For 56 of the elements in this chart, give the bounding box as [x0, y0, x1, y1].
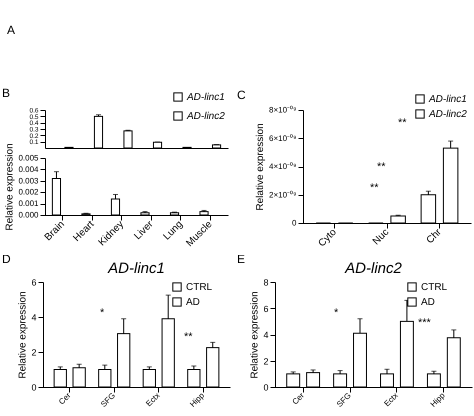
y-tick-label: 8: [263, 278, 268, 288]
x-tick-label: Cer: [57, 390, 73, 406]
annotation: ***: [418, 317, 432, 329]
y-axis-title: Relative expression: [255, 123, 266, 211]
y-axis-title: Relative expression: [4, 143, 16, 231]
annotation: *: [334, 307, 339, 319]
y-tick-label: 4: [31, 312, 36, 322]
x-tick-label: SFG: [334, 390, 353, 409]
y-tick-label: 2×10⁻⁰⁹: [269, 190, 296, 200]
y-tick-label: 0: [31, 382, 36, 392]
y-tick-label: 6×10⁻⁰⁹: [269, 134, 296, 143]
y-tick-label: 0.000: [18, 210, 40, 220]
x-tick-label: Nuc: [370, 226, 392, 248]
text: A: [7, 23, 16, 37]
y-tick-label: 2: [31, 348, 36, 358]
y-tick-label: 6: [263, 304, 268, 314]
y-tick-label: 0.005: [18, 154, 40, 162]
annotation: **: [370, 182, 380, 194]
text: B: [2, 86, 10, 100]
legend-label: CTRL: [186, 282, 213, 293]
annotation: **: [377, 161, 386, 173]
y-tick-label: 0.003: [18, 176, 40, 186]
text: E: [237, 252, 246, 266]
x-tick-label: Hipp: [428, 390, 448, 409]
y-axis-title: Relative expression: [249, 291, 260, 379]
legend-label: AD: [421, 297, 435, 308]
legend-label: AD-linc2: [428, 109, 468, 120]
x-tick-label: Ectx: [382, 390, 400, 408]
annotation: **: [184, 331, 194, 343]
y-tick-label: 2: [263, 356, 268, 366]
x-tick-label: Chr: [424, 226, 444, 246]
y-tick-label: 0: [263, 382, 268, 392]
legend-label: AD-linc1: [186, 92, 225, 103]
y-axis-title: Relative expression: [17, 291, 28, 379]
legend-label: CTRL: [421, 282, 448, 293]
text: D: [2, 252, 11, 266]
annotation: *: [100, 307, 105, 319]
chart-title: AD-linc1: [107, 260, 165, 277]
y-tick-label: 0: [292, 218, 298, 228]
chart-title: AD-linc2: [344, 260, 402, 277]
legend-label: AD-linc1: [428, 94, 467, 105]
x-tick-label: Cyto: [316, 226, 340, 250]
legend-label: AD-linc2: [186, 111, 226, 122]
y-tick-label: 4×10⁻⁰⁹: [269, 162, 296, 171]
y-tick-label: 8×10⁻⁰⁹: [269, 106, 296, 114]
y-tick-label: 0.001: [18, 199, 40, 208]
annotation: **: [398, 117, 408, 129]
x-tick-label: Cer: [290, 390, 306, 406]
text: C: [237, 88, 246, 102]
y-tick-label: 4: [263, 330, 268, 340]
x-tick-label: Ectx: [144, 390, 162, 408]
y-tick-label: 0.004: [18, 164, 40, 174]
y-tick-label: 6: [31, 278, 36, 288]
legend-label: AD: [186, 297, 200, 308]
x-tick-label: Hipp: [188, 390, 207, 409]
y-tick-label: 0.002: [18, 188, 40, 197]
